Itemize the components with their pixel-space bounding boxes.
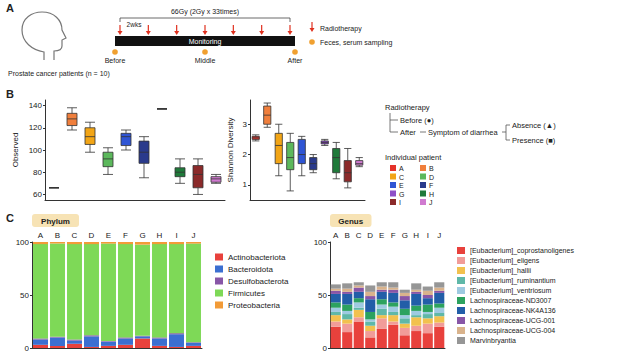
svg-text:B: B [6, 88, 14, 100]
svg-text:Marvinbryantia: Marvinbryantia [470, 337, 516, 345]
svg-text:E: E [399, 182, 404, 189]
svg-text:C: C [6, 212, 14, 224]
svg-text:60: 60 [33, 190, 42, 199]
svg-text:66Gy (2Gy x 33times): 66Gy (2Gy x 33times) [171, 8, 239, 16]
svg-text:C: C [399, 174, 404, 181]
svg-text:100: 100 [29, 146, 43, 155]
svg-text:[Eubacterium]_ruminantium: [Eubacterium]_ruminantium [470, 277, 556, 285]
svg-text:E: E [379, 231, 384, 240]
svg-text:Lachnospiraceae-ND3007: Lachnospiraceae-ND3007 [470, 297, 551, 305]
svg-text:E: E [106, 231, 111, 240]
svg-text:Lachnospiraceae-UCG-001: Lachnospiraceae-UCG-001 [470, 317, 555, 325]
svg-text:Radiotherapy: Radiotherapy [385, 103, 430, 112]
svg-text:Monitoring: Monitoring [189, 38, 222, 46]
svg-text:Firmicutes: Firmicutes [228, 289, 265, 298]
svg-text:A: A [38, 231, 44, 240]
svg-text:A: A [333, 231, 339, 240]
svg-text:I: I [399, 199, 401, 206]
svg-text:Individual patient: Individual patient [385, 153, 442, 162]
svg-text:I: I [427, 231, 429, 240]
svg-text:A: A [6, 2, 14, 14]
svg-text:F: F [391, 231, 396, 240]
svg-text:B: B [55, 231, 60, 240]
svg-text:D: D [89, 231, 95, 240]
svg-text:After: After [400, 128, 416, 137]
svg-text:H: H [413, 231, 419, 240]
svg-text:Genus: Genus [338, 217, 363, 226]
svg-text:0: 0 [323, 344, 328, 353]
svg-text:C: C [72, 231, 78, 240]
svg-text:Before (●): Before (●) [400, 116, 434, 125]
svg-text:H: H [429, 191, 434, 198]
svg-text:2: 2 [243, 150, 248, 159]
svg-text:100: 100 [16, 238, 30, 247]
svg-text:Prostate cancer patients (n =: Prostate cancer patients (n = 10) [8, 70, 110, 78]
svg-text:G: G [139, 231, 145, 240]
svg-text:Desulfobacterota: Desulfobacterota [228, 277, 289, 286]
svg-text:After: After [288, 57, 303, 64]
svg-text:Lachnospiraceae-UCG-004: Lachnospiraceae-UCG-004 [470, 327, 555, 335]
svg-text:Observed: Observed [11, 133, 20, 168]
svg-text:D: D [367, 231, 373, 240]
svg-text:50: 50 [20, 291, 29, 300]
svg-text:Actinobacteriota: Actinobacteriota [228, 253, 286, 262]
svg-text:0: 0 [25, 344, 30, 353]
svg-text:[Eubacterium]_ventriosum: [Eubacterium]_ventriosum [470, 287, 551, 295]
svg-text:B: B [429, 165, 434, 172]
svg-text:B: B [345, 231, 350, 240]
svg-text:Before: Before [105, 57, 126, 64]
svg-text:J: J [437, 231, 441, 240]
svg-text:50: 50 [318, 291, 327, 300]
svg-text:H: H [157, 231, 163, 240]
svg-text:A: A [399, 165, 404, 172]
svg-text:J: J [192, 231, 196, 240]
svg-text:I: I [175, 231, 177, 240]
svg-text:3: 3 [243, 120, 248, 129]
svg-text:G: G [399, 191, 404, 198]
svg-text:Lachnospiraceae-NK4A136: Lachnospiraceae-NK4A136 [470, 307, 556, 315]
svg-text:Symptom of diarrhea: Symptom of diarrhea [428, 128, 498, 137]
svg-text:J: J [429, 199, 433, 206]
svg-text:2wks: 2wks [127, 21, 143, 28]
svg-text:Proteobacteria: Proteobacteria [228, 301, 281, 310]
svg-text:Bacteroidota: Bacteroidota [228, 265, 273, 274]
svg-text:Phylum: Phylum [41, 217, 70, 226]
svg-text:120: 120 [29, 123, 43, 132]
svg-text:F: F [123, 231, 128, 240]
svg-text:100: 100 [314, 238, 328, 247]
svg-text:1: 1 [243, 180, 248, 189]
svg-text:Absence (▲): Absence (▲) [512, 121, 556, 130]
svg-text:80: 80 [33, 168, 42, 177]
svg-text:Middle: Middle [195, 57, 216, 64]
svg-text:C: C [356, 231, 362, 240]
svg-text:Radiotherapy: Radiotherapy [320, 25, 362, 33]
svg-text:[Eubacterium]_coprostanoligene: [Eubacterium]_coprostanoligenes [470, 247, 574, 255]
svg-text:G: G [402, 231, 408, 240]
svg-text:F: F [429, 182, 433, 189]
svg-text:Presence (■): Presence (■) [512, 136, 556, 145]
svg-text:[Eubacterium]_eligens: [Eubacterium]_eligens [470, 257, 540, 265]
svg-text:Feces, serum sampling: Feces, serum sampling [320, 39, 392, 47]
svg-text:D: D [429, 174, 434, 181]
svg-text:[Eubacterium]_hallii: [Eubacterium]_hallii [470, 267, 532, 275]
svg-text:Shannon Diversity: Shannon Diversity [226, 118, 235, 183]
svg-text:140: 140 [29, 101, 43, 110]
